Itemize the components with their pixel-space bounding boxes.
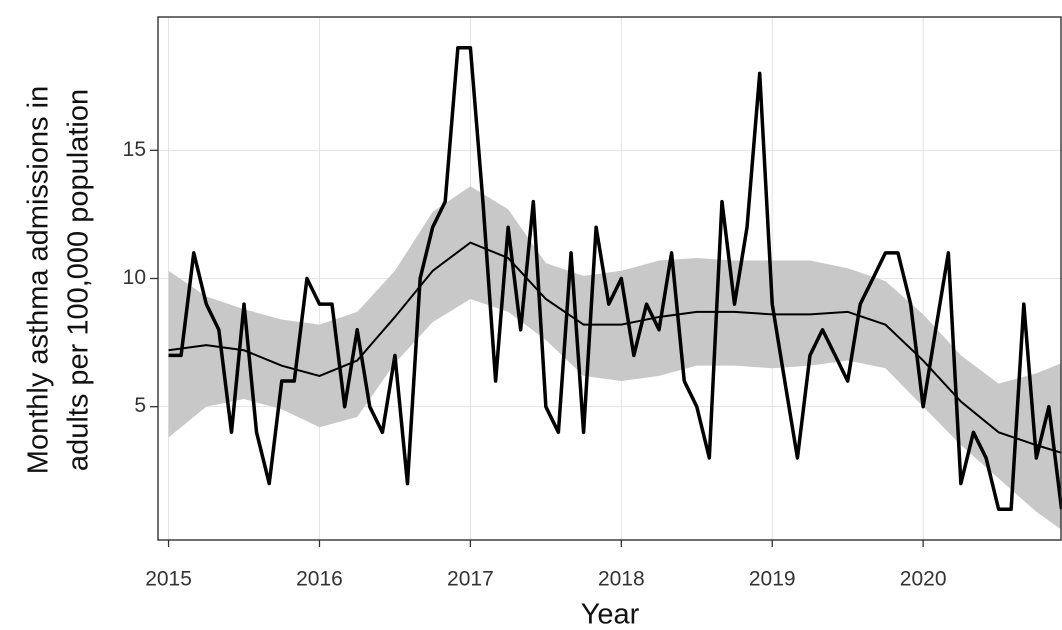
confidence-band <box>168 186 1062 530</box>
y-tick-label: 5 <box>134 394 146 417</box>
y-tick-label: 10 <box>123 266 146 289</box>
smooth-line <box>168 241 1062 454</box>
x-axis-title: Year <box>581 599 640 630</box>
x-tick-label: 2016 <box>296 568 343 591</box>
x-tick-label: 2017 <box>447 568 494 591</box>
y-tick-label: 15 <box>123 138 146 161</box>
axes: 2015 2016 2017 2018 2019 2020 5 10 15 <box>123 16 1062 591</box>
y-axis-title: adults per 100,000 population <box>63 89 95 471</box>
x-tick-label: 2020 <box>900 568 947 591</box>
y-axis-title: Monthly asthma admissions in <box>23 86 55 474</box>
x-tick-label: 2015 <box>145 568 192 591</box>
x-tick-label: 2018 <box>598 568 645 591</box>
plot-area <box>168 46 1062 530</box>
x-tick-label: 2019 <box>749 568 796 591</box>
data-line <box>168 46 1062 511</box>
plot-frame <box>157 16 1062 541</box>
